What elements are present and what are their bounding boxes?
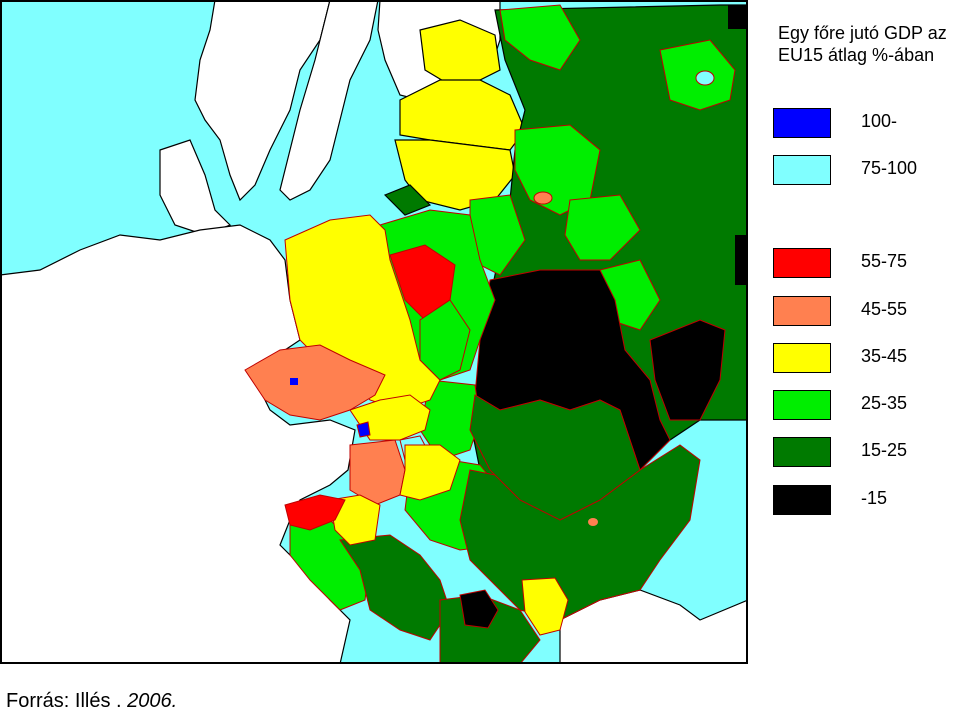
ukraine-east-darkgreen xyxy=(469,394,641,521)
legend-item: 55-75 xyxy=(773,248,943,282)
legend-label: 100- xyxy=(861,111,898,131)
czech-orange xyxy=(244,344,386,421)
black-right-edge xyxy=(735,235,747,285)
legend-item: 15-25 xyxy=(773,437,943,471)
legend-label: 75-100 xyxy=(861,158,918,178)
legend-label: 55-75 xyxy=(861,251,908,271)
legend-swatch xyxy=(773,248,831,278)
moscow-region xyxy=(533,191,553,205)
legend-swatch xyxy=(773,390,831,420)
estonia xyxy=(419,19,501,86)
russia-lightgreen-1 xyxy=(499,4,581,71)
legend-swatch xyxy=(773,108,831,138)
kaliningrad xyxy=(383,184,432,216)
yellow-bulgaria xyxy=(521,577,569,636)
kiev-region xyxy=(588,518,598,526)
legend-title-line1: Egy főre jutó GDP az xyxy=(778,23,947,43)
black-south xyxy=(459,589,499,629)
denmark xyxy=(159,139,232,236)
legend-swatch xyxy=(773,437,831,467)
legend-label: -15 xyxy=(861,488,888,508)
legend-title-line2: EU15 átlag %-ában xyxy=(778,45,935,65)
source-prefix: Forrás: Illés . xyxy=(6,690,128,712)
legend-swatch xyxy=(773,485,831,515)
legend-item: 75-100 xyxy=(773,155,943,189)
russia-lightgreen-4 xyxy=(564,194,641,261)
legend-label: 25-35 xyxy=(861,393,908,413)
source-note: Forrás: Illés . 2006. xyxy=(6,690,177,713)
slovenia-red xyxy=(284,494,346,531)
legend-swatch xyxy=(773,343,831,373)
sweden-south xyxy=(279,0,379,201)
legend-item: 35-45 xyxy=(773,343,943,377)
croatia-yellow xyxy=(329,494,381,546)
poland-lightgreen-east xyxy=(419,299,471,381)
slovakia-yellow xyxy=(349,394,431,441)
scandinavia xyxy=(194,0,331,202)
bratislava xyxy=(356,421,371,438)
legend-swatch xyxy=(773,155,831,185)
legend-item: 45-55 xyxy=(773,296,943,330)
source-year: 2006. xyxy=(127,690,178,712)
black-east xyxy=(649,319,726,421)
prague xyxy=(290,378,298,385)
legend-title: Egy főre jutó GDP az EU15 átlag %-ában xyxy=(778,22,947,66)
black-topright xyxy=(728,5,746,29)
legend-label: 35-45 xyxy=(861,346,908,366)
legend-swatch xyxy=(773,296,831,326)
map-frame xyxy=(0,0,748,664)
legend-label: 15-25 xyxy=(861,440,908,460)
gdp-map xyxy=(0,0,748,664)
stpetersburg-region xyxy=(695,70,715,86)
legend-item: 100- xyxy=(773,108,943,142)
legend-item: -15 xyxy=(773,485,943,519)
legend-label: 45-55 xyxy=(861,299,908,319)
legend-item: 25-35 xyxy=(773,390,943,424)
hungary-yellow xyxy=(399,444,461,501)
